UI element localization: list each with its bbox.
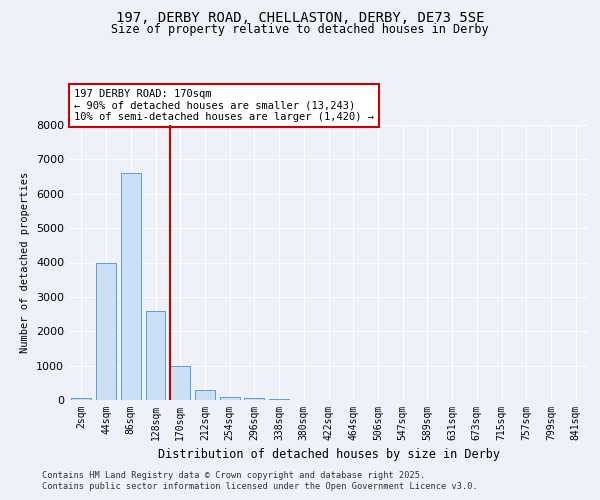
Y-axis label: Number of detached properties: Number of detached properties <box>20 172 31 353</box>
Bar <box>146 310 166 400</box>
Bar <box>71 398 91 400</box>
Bar <box>269 399 289 400</box>
Bar <box>96 262 116 400</box>
Bar <box>220 396 239 400</box>
Text: Contains HM Land Registry data © Crown copyright and database right 2025.: Contains HM Land Registry data © Crown c… <box>42 471 425 480</box>
Text: 197 DERBY ROAD: 170sqm
← 90% of detached houses are smaller (13,243)
10% of semi: 197 DERBY ROAD: 170sqm ← 90% of detached… <box>74 89 374 122</box>
Text: Size of property relative to detached houses in Derby: Size of property relative to detached ho… <box>111 22 489 36</box>
Bar <box>244 398 264 400</box>
Bar <box>121 173 140 400</box>
X-axis label: Distribution of detached houses by size in Derby: Distribution of detached houses by size … <box>157 448 499 462</box>
Text: Contains public sector information licensed under the Open Government Licence v3: Contains public sector information licen… <box>42 482 478 491</box>
Bar <box>195 390 215 400</box>
Text: 197, DERBY ROAD, CHELLASTON, DERBY, DE73 5SE: 197, DERBY ROAD, CHELLASTON, DERBY, DE73… <box>116 11 484 25</box>
Bar <box>170 366 190 400</box>
